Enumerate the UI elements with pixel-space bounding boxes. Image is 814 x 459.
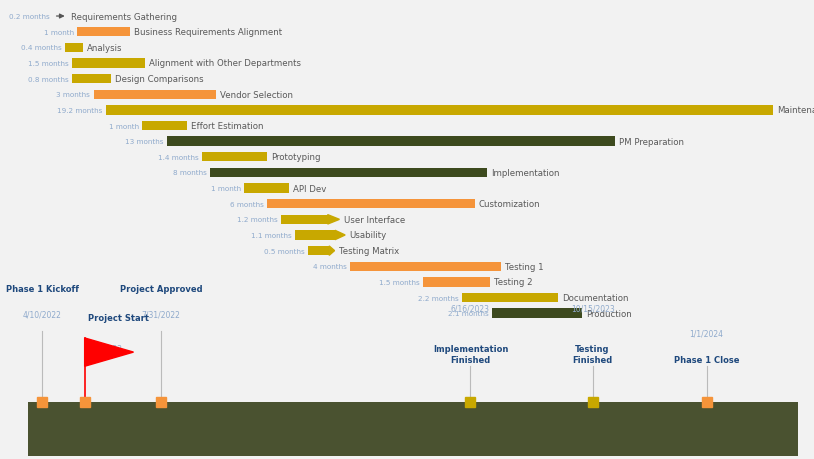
Bar <box>72 59 145 68</box>
Text: 10/15/2023: 10/15/2023 <box>571 303 615 313</box>
Text: User Interface: User Interface <box>344 215 405 224</box>
Text: Alignment with Other Departments: Alignment with Other Departments <box>149 59 301 68</box>
Text: 1/1/2024: 1/1/2024 <box>689 329 724 338</box>
Bar <box>106 106 773 115</box>
Text: 0.4 months: 0.4 months <box>21 45 62 51</box>
Text: 13 months: 13 months <box>125 139 164 145</box>
Bar <box>210 168 487 178</box>
Bar <box>244 184 289 193</box>
Text: Testing 2: Testing 2 <box>494 278 532 287</box>
Text: Project Start: Project Start <box>88 314 149 323</box>
Text: 4/10/2022: 4/10/2022 <box>23 310 62 319</box>
Bar <box>308 246 329 256</box>
Polygon shape <box>329 246 335 256</box>
Text: 1.4 months: 1.4 months <box>158 154 199 161</box>
Text: 5/1/2022: 5/1/2022 <box>88 343 122 353</box>
Text: Customization: Customization <box>479 200 540 209</box>
Bar <box>423 278 490 287</box>
Text: API Dev: API Dev <box>293 184 326 193</box>
Text: Phase 1 Close: Phase 1 Close <box>674 355 739 364</box>
Polygon shape <box>85 338 133 366</box>
Text: Implementation: Implementation <box>491 168 559 178</box>
Text: 6/16/2023: 6/16/2023 <box>451 303 490 313</box>
Text: Testing 1: Testing 1 <box>505 262 543 271</box>
Text: Usability: Usability <box>349 231 387 240</box>
Bar <box>281 215 328 224</box>
Bar <box>142 122 187 131</box>
Text: 2.1 months: 2.1 months <box>449 310 489 317</box>
Text: 0.8 months: 0.8 months <box>28 76 68 83</box>
Text: 6 months: 6 months <box>230 201 264 207</box>
Text: 19.2 months: 19.2 months <box>57 107 103 114</box>
Text: 0.2 months: 0.2 months <box>9 14 50 20</box>
Bar <box>65 44 83 53</box>
Bar <box>492 309 582 318</box>
Text: 1 month: 1 month <box>44 29 74 36</box>
Text: 1.2 months: 1.2 months <box>237 217 278 223</box>
Text: Testing Matrix: Testing Matrix <box>339 246 399 256</box>
Bar <box>94 90 216 100</box>
Text: Requirements Gathering: Requirements Gathering <box>71 12 177 22</box>
Text: Analysis: Analysis <box>87 44 123 53</box>
Text: Vendor Selection: Vendor Selection <box>220 90 293 100</box>
Text: 1.1 months: 1.1 months <box>251 232 291 239</box>
Text: Implementation
Finished: Implementation Finished <box>433 345 508 364</box>
Bar <box>77 28 130 37</box>
Bar <box>72 75 111 84</box>
Bar <box>462 293 558 302</box>
Bar <box>350 262 501 271</box>
Text: 2.2 months: 2.2 months <box>418 295 459 301</box>
Bar <box>167 137 615 146</box>
Text: 1.5 months: 1.5 months <box>28 61 68 67</box>
Bar <box>295 231 335 240</box>
Text: 7/31/2022: 7/31/2022 <box>142 310 181 319</box>
Text: Design Comparisons: Design Comparisons <box>115 75 204 84</box>
Text: Effort Estimation: Effort Estimation <box>191 122 264 131</box>
Text: Testing
Finished: Testing Finished <box>572 345 613 364</box>
Text: 1.5 months: 1.5 months <box>379 279 420 285</box>
Text: 4 months: 4 months <box>313 263 347 270</box>
Text: 1 month: 1 month <box>109 123 139 129</box>
Text: Production: Production <box>586 309 632 318</box>
Text: PM Preparation: PM Preparation <box>619 137 684 146</box>
Text: Prototyping: Prototyping <box>271 153 321 162</box>
Text: 1 month: 1 month <box>211 185 241 192</box>
Text: Maintenance: Maintenance <box>777 106 814 115</box>
Text: Business Requirements Alignment: Business Requirements Alignment <box>134 28 282 37</box>
Bar <box>202 153 267 162</box>
Polygon shape <box>328 215 339 224</box>
Bar <box>28 403 798 456</box>
Text: 8 months: 8 months <box>173 170 207 176</box>
Polygon shape <box>335 231 345 240</box>
Text: Documentation: Documentation <box>562 293 629 302</box>
Bar <box>267 200 475 209</box>
Text: 3 months: 3 months <box>56 92 90 98</box>
Text: Project Approved: Project Approved <box>120 284 203 293</box>
Text: 0.5 months: 0.5 months <box>264 248 304 254</box>
Text: Phase 1 Kickoff: Phase 1 Kickoff <box>6 284 79 293</box>
